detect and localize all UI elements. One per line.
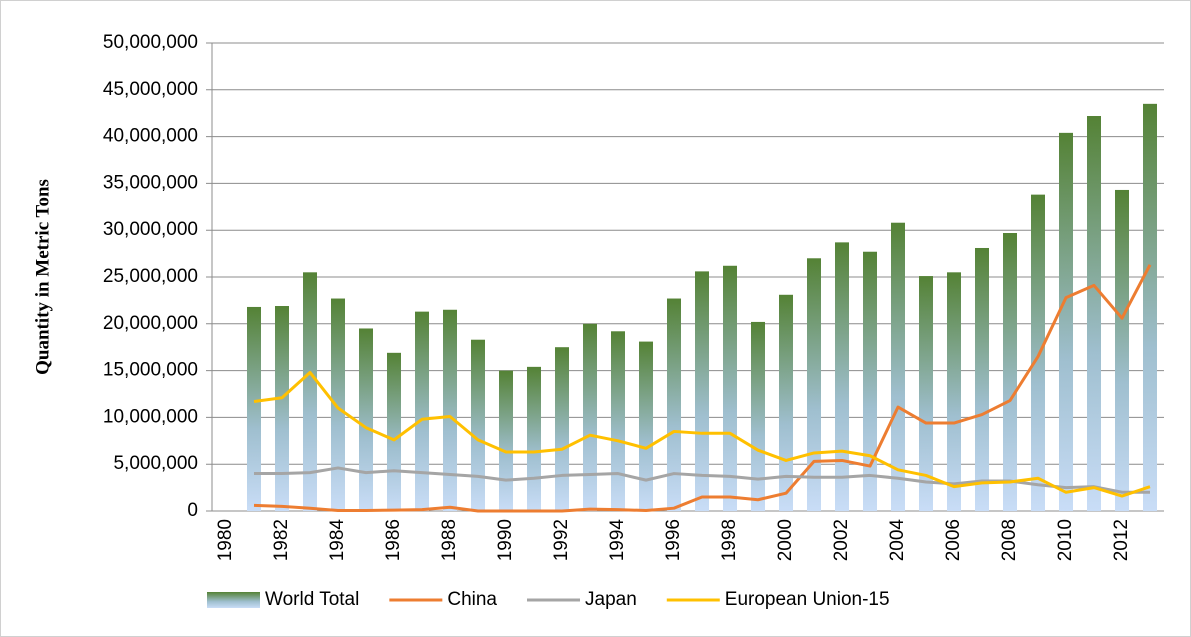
bar <box>1059 132 1073 511</box>
legend-label: China <box>447 589 497 610</box>
legend-label: European Union-15 <box>725 589 890 610</box>
y-tick-label: 15,000,000 <box>103 360 198 381</box>
y-axis-title: Quantity in Metric Tons <box>32 179 53 375</box>
bar <box>247 306 261 511</box>
bar <box>611 331 625 511</box>
y-tick-label: 0 <box>187 500 198 521</box>
line <box>253 370 1151 498</box>
legend-label: World Total <box>265 589 359 610</box>
x-tick-label: 1980 <box>215 519 236 561</box>
x-tick-label: 1992 <box>551 519 572 561</box>
x-tick-label: 1984 <box>327 519 348 562</box>
bar <box>555 347 569 511</box>
bar <box>639 341 653 511</box>
bar <box>1031 194 1045 511</box>
bar <box>807 258 821 511</box>
bar <box>947 272 961 511</box>
x-tick-label: 2012 <box>1111 519 1132 561</box>
x-tick-label: 2002 <box>831 519 852 561</box>
bar <box>415 311 429 511</box>
bar <box>779 294 793 511</box>
x-tick-label: 2006 <box>943 519 964 561</box>
y-tick-label: 20,000,000 <box>103 313 198 334</box>
x-tick-label: 1996 <box>663 519 684 561</box>
legend: World Total China Japan European Union-15 <box>207 589 890 610</box>
bar <box>1143 103 1157 511</box>
labels: 0 5,000,000 10,000,000 15,000,000 20,000,000… <box>103 32 1132 561</box>
bar <box>835 242 849 512</box>
y-tick-label: 30,000,000 <box>103 219 198 240</box>
bar <box>919 276 933 511</box>
bar <box>583 323 597 511</box>
y-tick-label: 35,000,000 <box>103 172 198 193</box>
bar <box>527 366 541 511</box>
grid <box>206 42 1164 512</box>
x-tick-label: 1998 <box>719 519 740 561</box>
y-tick-label: 10,000,000 <box>103 406 198 427</box>
bar <box>359 328 373 511</box>
bar <box>275 306 289 511</box>
y-tick-label: 50,000,000 <box>103 32 198 53</box>
y-tick-label: 25,000,000 <box>103 266 198 287</box>
bar <box>1087 116 1101 512</box>
y-tick-label: 40,000,000 <box>103 126 198 147</box>
bar <box>1115 189 1129 511</box>
bar <box>471 339 485 511</box>
bar <box>667 298 681 511</box>
line <box>253 264 1152 513</box>
bar <box>695 271 709 511</box>
bar <box>863 251 877 511</box>
x-tick-label: 2010 <box>1055 519 1076 561</box>
x-tick-label: 1986 <box>383 519 404 561</box>
bars <box>247 103 1157 512</box>
x-tick-label: 2000 <box>775 519 796 561</box>
legend-swatch <box>207 592 260 608</box>
bar <box>975 247 989 511</box>
lines <box>253 264 1152 513</box>
bar <box>387 352 401 511</box>
bar <box>751 321 765 511</box>
x-tick-label: 1982 <box>271 519 292 561</box>
bar <box>1003 233 1017 511</box>
bar <box>723 265 737 511</box>
x-tick-label: 2004 <box>887 519 908 562</box>
bar <box>891 222 905 511</box>
bar <box>303 272 317 511</box>
x-tick-label: 1990 <box>495 519 516 561</box>
x-tick-label: 2008 <box>999 519 1020 561</box>
y-tick-label: 45,000,000 <box>103 79 198 100</box>
y-tick-label: 5,000,000 <box>113 453 198 474</box>
bar <box>331 298 345 511</box>
bar <box>443 309 457 511</box>
legend-label: Japan <box>585 589 637 610</box>
x-tick-label: 1988 <box>439 519 460 561</box>
x-tick-label: 1994 <box>607 519 628 562</box>
bar <box>499 370 513 511</box>
